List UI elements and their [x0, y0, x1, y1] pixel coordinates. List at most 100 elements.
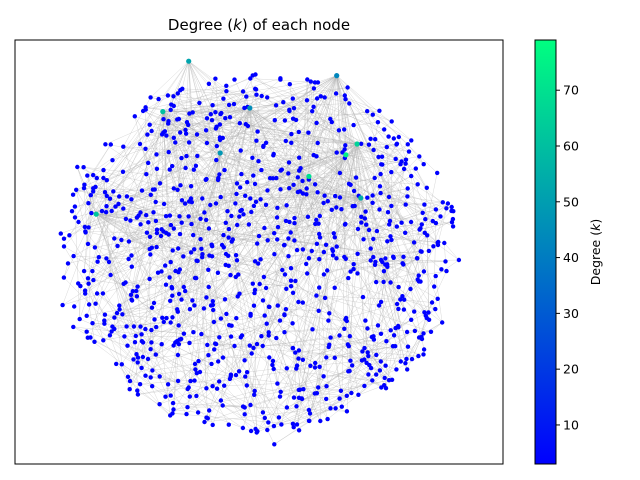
network-node: [170, 315, 175, 320]
network-edge: [250, 78, 385, 130]
network-node: [81, 268, 87, 274]
network-node: [343, 143, 348, 148]
network-node: [188, 250, 194, 255]
network-edge: [313, 106, 346, 146]
network-node: [86, 225, 91, 230]
network-edge: [189, 343, 258, 397]
network-edge: [188, 61, 288, 369]
network-node: [138, 324, 143, 329]
network-edge: [274, 254, 303, 303]
network-node: [252, 259, 258, 264]
network-node: [185, 405, 190, 410]
network-node: [168, 320, 173, 325]
network-edge: [145, 109, 309, 177]
network-edge: [273, 143, 358, 370]
network-edge: [188, 61, 209, 419]
network-edge: [135, 321, 214, 337]
network-node: [210, 299, 215, 304]
network-node: [440, 320, 445, 325]
network-node: [421, 162, 426, 167]
network-edge: [188, 61, 228, 212]
network-node: [103, 142, 108, 147]
network-edge: [172, 413, 298, 425]
network-node: [276, 415, 282, 420]
network-node: [143, 326, 148, 332]
network-edge: [136, 354, 160, 405]
network-edge: [265, 142, 290, 163]
network-edge: [253, 357, 270, 395]
network-edge: [315, 337, 331, 364]
network-edge: [123, 208, 147, 216]
network-edge: [227, 201, 257, 212]
network-edge: [116, 313, 123, 365]
network-edge: [201, 333, 294, 424]
network-edge: [223, 98, 231, 118]
network-edge: [229, 74, 256, 118]
network-node: [224, 83, 229, 89]
network-node: [396, 134, 401, 140]
network-node: [283, 138, 288, 144]
network-node: [324, 384, 329, 389]
network-node: [206, 81, 212, 87]
network-node: [210, 103, 215, 108]
network-node: [248, 196, 253, 201]
network-node: [248, 76, 253, 81]
network-node: [220, 355, 226, 360]
network-edge: [250, 78, 267, 143]
network-node: [253, 426, 258, 432]
network-edge: [262, 306, 270, 346]
network-node: [221, 232, 226, 238]
network-node: [183, 131, 189, 136]
network-node: [206, 353, 211, 358]
network-node: [194, 393, 199, 399]
network-node: [191, 232, 196, 238]
network-node: [198, 216, 203, 221]
network-edge: [353, 202, 443, 270]
network-node: [263, 285, 269, 291]
network-edge: [252, 75, 345, 150]
network-node: [278, 77, 283, 82]
network-edge: [316, 393, 331, 409]
network-edge: [363, 236, 391, 240]
network-node: [255, 129, 260, 134]
network-node: [363, 209, 368, 214]
network-node: [274, 175, 279, 181]
network-node: [376, 303, 382, 308]
network-node: [317, 235, 323, 240]
network-edge: [313, 149, 345, 156]
network-edge: [311, 249, 333, 252]
network-node: [178, 130, 183, 135]
network-node: [300, 357, 306, 362]
network-edge: [172, 317, 191, 397]
network-node: [217, 172, 222, 177]
network-edge: [276, 154, 314, 179]
network-edge: [191, 252, 226, 266]
network-edge: [171, 269, 209, 289]
network-node: [300, 247, 306, 252]
network-node: [159, 342, 164, 347]
network-edge: [386, 147, 391, 221]
network-node: [251, 203, 257, 209]
network-node: [189, 221, 194, 227]
network-node: [389, 203, 394, 209]
network-edge: [177, 119, 186, 131]
network-node: [126, 239, 132, 244]
network-node: [436, 239, 441, 245]
network-edge: [336, 246, 404, 265]
network-node: [148, 95, 153, 100]
network-node: [286, 254, 291, 259]
network-edge: [93, 279, 138, 287]
network-node: [370, 112, 375, 117]
network-edge: [380, 192, 443, 203]
network-node: [222, 167, 227, 173]
network-edge: [360, 177, 375, 199]
network-node: [248, 428, 254, 434]
network-edge: [122, 143, 141, 172]
network-node: [114, 361, 119, 367]
network-node: [164, 315, 169, 321]
network-edge: [308, 75, 337, 180]
network-edge: [129, 380, 171, 416]
network-node: [359, 141, 364, 146]
network-node: [312, 80, 318, 85]
network-node: [187, 111, 192, 116]
